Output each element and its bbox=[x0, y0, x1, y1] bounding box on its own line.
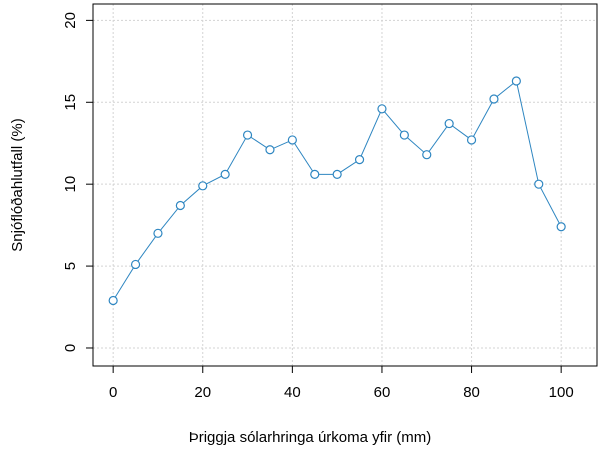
data-point bbox=[534, 179, 544, 189]
y-tick-label: 5 bbox=[62, 262, 79, 270]
data-line bbox=[112, 80, 562, 301]
data-point bbox=[242, 130, 253, 140]
data-point bbox=[354, 155, 365, 165]
data-point bbox=[377, 104, 387, 114]
data-point bbox=[130, 259, 141, 270]
data-point bbox=[511, 76, 521, 86]
data-point bbox=[422, 150, 432, 160]
x-tick-label: 40 bbox=[284, 384, 301, 401]
x-tick-label: 80 bbox=[463, 384, 480, 401]
data-point bbox=[220, 169, 230, 179]
data-point bbox=[287, 135, 297, 145]
y-tick-label: 20 bbox=[62, 12, 79, 29]
data-point bbox=[198, 181, 208, 191]
data-point bbox=[489, 94, 499, 104]
plot-frame bbox=[92, 3, 598, 367]
data-point bbox=[175, 200, 185, 211]
x-tick-label: 0 bbox=[109, 384, 117, 401]
data-point bbox=[108, 295, 118, 306]
x-tick-label: 60 bbox=[374, 384, 391, 401]
x-tick-label: 20 bbox=[194, 384, 211, 401]
data-point bbox=[466, 135, 477, 145]
x-axis-label: Þriggja sólarhringa úrkoma yfir (mm) bbox=[189, 429, 432, 446]
y-axis-label: Snjóflóðahlutfall (%) bbox=[9, 118, 26, 251]
data-point bbox=[265, 145, 275, 155]
y-tick-label: 0 bbox=[62, 344, 79, 352]
data-point bbox=[399, 130, 409, 140]
data-point bbox=[310, 169, 320, 179]
data-point bbox=[153, 228, 163, 238]
x-tick-label: 100 bbox=[549, 384, 574, 401]
data-point bbox=[556, 222, 566, 232]
data-point bbox=[444, 118, 454, 129]
data-point bbox=[332, 169, 342, 179]
y-tick-label: 15 bbox=[62, 94, 79, 111]
y-tick-label: 10 bbox=[62, 176, 79, 193]
